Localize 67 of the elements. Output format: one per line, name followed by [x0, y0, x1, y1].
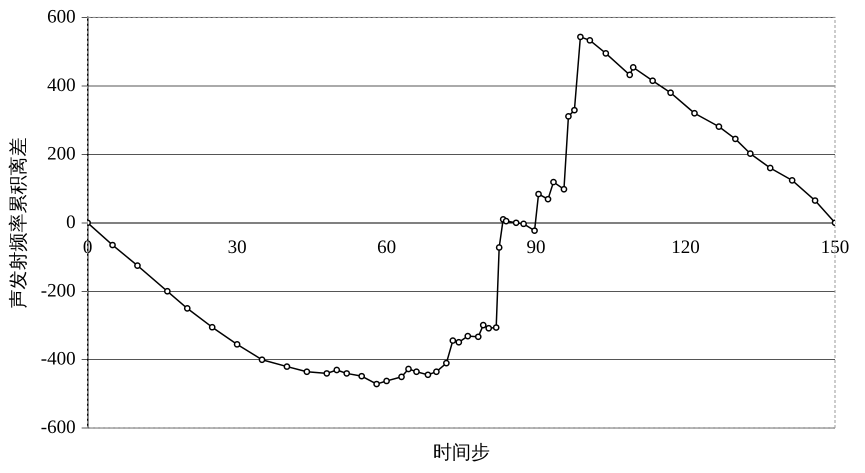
- point: [134, 262, 141, 269]
- point: [164, 288, 171, 295]
- y-tick-label: 600: [47, 6, 76, 28]
- point: [405, 366, 412, 372]
- point: [184, 305, 191, 312]
- point: [398, 374, 405, 380]
- y-tick-label: -400: [40, 348, 76, 370]
- point: [413, 368, 420, 376]
- point: [691, 110, 698, 117]
- point: [496, 244, 503, 251]
- y-tick-label: -200: [40, 280, 76, 302]
- point: [373, 380, 380, 388]
- point: [667, 89, 674, 96]
- point: [433, 368, 440, 376]
- point: [383, 378, 390, 384]
- point: [304, 368, 310, 376]
- y-tick-label: 0: [66, 212, 76, 233]
- point: [535, 190, 542, 198]
- point: [443, 360, 450, 367]
- point: [502, 218, 510, 224]
- point: [544, 196, 552, 203]
- point: [626, 72, 634, 78]
- point: [109, 242, 116, 248]
- point: [455, 338, 462, 346]
- point: [732, 136, 739, 142]
- point: [602, 50, 610, 57]
- x-tick-label: 30: [228, 237, 247, 258]
- point: [284, 363, 290, 370]
- point: [520, 220, 527, 228]
- point: [464, 332, 472, 340]
- x-axis-title: 时间步: [432, 442, 490, 464]
- point: [492, 324, 500, 331]
- point: [485, 324, 492, 332]
- point: [586, 36, 594, 44]
- point: [550, 178, 557, 186]
- point: [512, 219, 520, 226]
- point: [746, 150, 754, 157]
- point: [323, 370, 330, 377]
- point: [480, 322, 487, 329]
- y-tick-label: 200: [47, 143, 76, 164]
- point: [577, 34, 584, 40]
- point: [474, 333, 482, 340]
- point: [565, 112, 572, 120]
- y-tick-label: -600: [40, 417, 76, 438]
- point: [531, 227, 538, 234]
- x-tick-label: 120: [671, 237, 700, 258]
- point: [234, 340, 240, 348]
- point: [449, 337, 456, 344]
- y-axis-title: 声发射频率累积离差: [7, 137, 30, 308]
- point: [208, 324, 216, 331]
- point: [766, 164, 774, 172]
- point: [649, 77, 656, 84]
- point: [258, 356, 266, 364]
- point: [812, 197, 818, 204]
- x-tick-label: 60: [377, 237, 396, 258]
- y-tick-label: 400: [47, 74, 76, 96]
- x-tick-label: 150: [820, 237, 850, 258]
- point: [630, 64, 637, 71]
- point: [424, 371, 432, 378]
- point: [716, 123, 722, 130]
- point: [333, 366, 340, 374]
- point: [343, 370, 350, 377]
- point: [788, 177, 796, 184]
- point: [358, 372, 366, 380]
- point: [560, 186, 568, 193]
- point: [571, 106, 578, 114]
- x-tick-label: 90: [526, 237, 546, 258]
